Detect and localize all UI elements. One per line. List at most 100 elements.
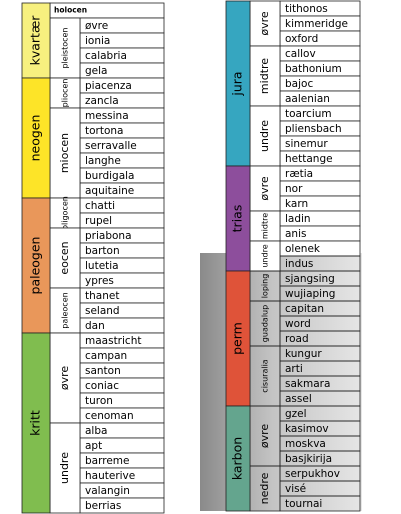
- stage-label: santon: [85, 365, 121, 377]
- period-cell: [21, 2, 51, 79]
- epoch-label: cisuralia: [261, 359, 270, 392]
- stage-label: valangin: [85, 485, 130, 497]
- epoch-cell: [49, 227, 81, 289]
- epoch-label: paleocen: [61, 292, 70, 328]
- stage-label: tithonos: [285, 3, 328, 15]
- epoch-label: undre: [258, 120, 271, 152]
- stage-label: assel: [285, 393, 312, 405]
- period-cell: [21, 77, 51, 199]
- stage-label: berrias: [85, 500, 121, 512]
- stage-label: sjangsing: [285, 273, 335, 285]
- stage-label: aquitaine: [85, 185, 134, 197]
- stage-label: gzel: [285, 408, 307, 420]
- period-label: karbon: [230, 437, 245, 480]
- epoch-label: øvre: [258, 424, 271, 449]
- period-label: kvartær: [28, 15, 43, 66]
- period-label: jura: [230, 71, 245, 96]
- stage-label: alba: [85, 425, 107, 437]
- stage-label: lutetia: [85, 260, 119, 272]
- stage-label: øvre: [85, 20, 108, 32]
- epoch-label: oligocen: [61, 196, 70, 230]
- stage-label: nor: [285, 183, 303, 195]
- stage-label: callov: [285, 48, 316, 60]
- stage-label: karn: [285, 198, 308, 210]
- stage-label: capitan: [285, 303, 324, 315]
- stage-label: hettange: [285, 153, 333, 165]
- stage-label: apt: [85, 440, 102, 452]
- stage-label: campan: [85, 350, 127, 362]
- stage-label: arti: [285, 363, 303, 375]
- epoch-cell: [249, 210, 281, 242]
- period-label: perm: [230, 322, 245, 355]
- stage-label: kimmeridge: [285, 18, 348, 30]
- stage-label: rupel: [85, 215, 112, 227]
- epoch-cell: [249, 105, 281, 167]
- period-cell: [21, 197, 51, 334]
- epoch-cell: [49, 422, 81, 514]
- period-cell: [225, 0, 251, 167]
- stage-label: anis: [285, 228, 306, 240]
- stage-label: ladin: [285, 213, 311, 225]
- stage-label: sakmara: [285, 378, 330, 390]
- period-cell: [225, 270, 251, 407]
- epoch-cell: [49, 77, 81, 109]
- stage-label: tortona: [85, 125, 124, 137]
- epoch-cell: [49, 107, 81, 199]
- stage-label: ypres: [85, 275, 114, 287]
- stage-label: coniac: [85, 380, 119, 392]
- stage-label: aalenian: [285, 93, 330, 105]
- stage-label: piacenza: [85, 80, 132, 92]
- stage-label: dan: [85, 320, 105, 332]
- stage-label: chatti: [85, 200, 115, 212]
- epoch-label: øvre: [58, 366, 71, 391]
- period-label: kritt: [28, 410, 43, 436]
- period-cell: [225, 405, 251, 512]
- stage-label: oxford: [285, 33, 318, 45]
- stage-label: barton: [85, 245, 120, 257]
- stage-label: bajoc: [285, 78, 313, 90]
- epoch-label: nedre: [258, 472, 271, 504]
- stage-label: sinemur: [285, 138, 328, 150]
- stage-label: serravalle: [85, 140, 137, 152]
- epoch-label: øvre: [258, 176, 271, 201]
- epoch-label: eocen: [58, 241, 71, 274]
- epoch-cell: [249, 240, 281, 272]
- stage-label: pliensbach: [285, 123, 342, 135]
- epoch-label: pliocen: [61, 79, 70, 108]
- period-label: neogen: [28, 115, 43, 162]
- epoch-label: holocen: [54, 6, 87, 15]
- stage-label: moskva: [285, 438, 326, 450]
- stage-label: hauterive: [85, 470, 135, 482]
- epoch-label: loping: [261, 274, 270, 299]
- stage-label: calabria: [85, 50, 127, 62]
- period-label: paleogen: [28, 237, 43, 295]
- period-cell: [225, 165, 251, 272]
- stage-label: langhe: [85, 155, 121, 167]
- period-label: trias: [230, 205, 245, 233]
- stage-label: visé: [285, 483, 306, 495]
- stage-label: seland: [85, 305, 120, 317]
- epoch-label: pleistocen: [61, 27, 70, 68]
- stage-label: barreme: [85, 455, 129, 467]
- stage-label: wujiaping: [285, 288, 335, 300]
- stage-label: priabona: [85, 230, 132, 242]
- stage-label: cenoman: [85, 410, 134, 422]
- stage-label: thanet: [85, 290, 119, 302]
- epoch-cell: [49, 197, 81, 229]
- epoch-label: midtre: [261, 213, 270, 239]
- stage-label: ionia: [85, 35, 110, 47]
- stage-label: messina: [85, 110, 129, 122]
- epoch-label: undre: [261, 244, 270, 267]
- epoch-cell: [49, 17, 81, 79]
- stage-label: serpukhov: [285, 468, 340, 480]
- stage-label: bathonium: [285, 63, 342, 75]
- epoch-label: miocen: [58, 133, 71, 173]
- epoch-label: midtre: [258, 58, 271, 94]
- stage-label: tournai: [285, 498, 322, 510]
- stage-label: basjkirija: [285, 453, 332, 465]
- period-cell: [21, 332, 51, 514]
- stage-label: road: [285, 333, 309, 345]
- stage-label: zancla: [85, 95, 119, 107]
- stage-label: maastricht: [85, 335, 141, 347]
- stage-label: word: [285, 318, 311, 330]
